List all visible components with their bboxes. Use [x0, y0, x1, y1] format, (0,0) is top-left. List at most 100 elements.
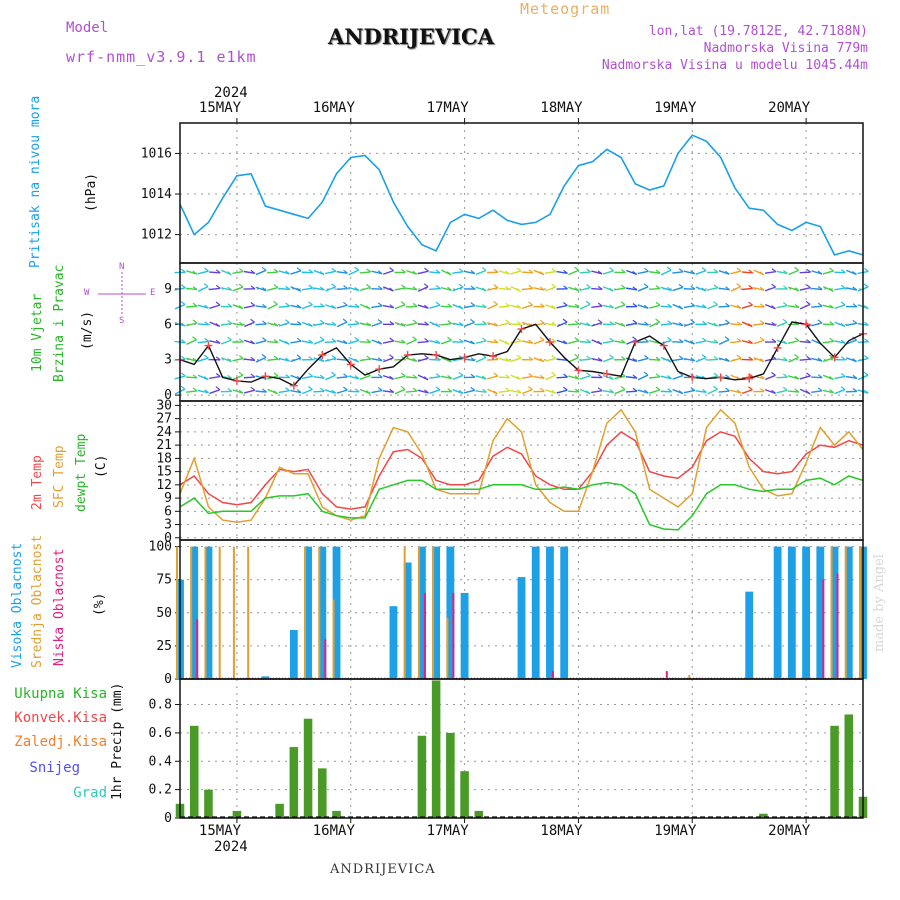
wind-arrow-head — [863, 371, 869, 376]
y-tick-label: 0 — [164, 672, 172, 687]
wind-arrow — [683, 389, 695, 394]
wind-arrow — [591, 270, 603, 275]
wind-arrow-head — [192, 302, 198, 307]
high-cloud-bar — [261, 676, 270, 679]
wind-arrow — [463, 389, 475, 394]
wind-arrow — [383, 357, 394, 363]
wind-arrow-head — [563, 285, 568, 290]
wind-arrow-head — [215, 269, 221, 274]
wind-arrow-head — [296, 337, 302, 342]
wind-arrow — [324, 341, 337, 344]
wind-arrow-head — [458, 371, 464, 376]
wind-arrow-head — [597, 270, 603, 275]
wind-arrow-head — [528, 372, 534, 377]
wind-arrow-head — [296, 304, 302, 309]
wind-arrow-head — [736, 354, 742, 359]
wind-arrow-head — [586, 284, 591, 289]
wind-arrow-head — [470, 318, 475, 323]
day-label-top: 20MAY — [768, 100, 811, 116]
wind-arrow-head — [759, 374, 765, 379]
wind-arrow-head — [493, 322, 499, 327]
wind-arrow — [521, 375, 533, 380]
wind-arrow — [706, 340, 719, 344]
wind-arrow-head — [181, 355, 186, 360]
wind-arrow-head — [713, 301, 718, 306]
wind-arrow — [730, 357, 742, 362]
wind-arrow-head — [864, 267, 869, 272]
wind-arrow — [417, 357, 429, 362]
wind-arrow-head — [516, 304, 522, 309]
day-label-bottom: 16MAY — [312, 823, 355, 839]
wind-arrow-head — [840, 322, 846, 327]
wind-arrow-head — [620, 301, 626, 306]
wind-arrow-head — [377, 387, 383, 392]
wind-arrow-head — [840, 356, 846, 361]
wind-arrow-head — [447, 286, 452, 291]
wind-arrow-head — [678, 283, 684, 288]
wind-arrow — [637, 374, 649, 381]
wind-arrow — [579, 271, 591, 274]
wind-arrow — [406, 322, 418, 327]
wind-arrow-head — [284, 340, 290, 345]
wind-arrow — [521, 271, 533, 274]
wind-arrow-head — [424, 304, 429, 309]
wind-arrow-head — [632, 374, 638, 379]
wind-arrow-head — [609, 389, 615, 393]
wind-arrow — [683, 358, 695, 362]
wind-arrow-head — [366, 322, 371, 327]
day-label-top: 15MAY — [198, 100, 242, 116]
wind-arrow-head — [805, 300, 811, 305]
wind-arrow-head — [181, 339, 186, 344]
wind-arrow-head — [180, 322, 186, 327]
wind-arrow — [556, 339, 568, 345]
wind-arrow-head — [505, 302, 510, 307]
wind-arrow-head — [667, 286, 672, 291]
wind-arrow-head — [331, 371, 336, 376]
wind-arrow — [336, 376, 348, 379]
wind-arrow — [209, 389, 221, 395]
wind-arrow-head — [331, 267, 337, 272]
wind-arrow — [649, 358, 661, 361]
low-cloud-bar — [452, 592, 455, 679]
wind-arrow — [440, 305, 452, 308]
wind-arrow-head — [702, 320, 707, 325]
wind-arrow-head — [458, 338, 464, 343]
wind-arrow-head — [447, 388, 453, 393]
wind-arrow-head — [470, 285, 476, 290]
wind-arrow-head — [262, 303, 267, 308]
wind-arrow — [498, 390, 510, 393]
wind-arrow — [429, 271, 441, 274]
wind-arrow-head — [597, 302, 603, 307]
precip-bar — [844, 714, 854, 818]
wind-arrow — [324, 322, 337, 326]
wind-arrow-head — [505, 270, 510, 275]
wind-arrow-head — [412, 302, 418, 307]
wind-arrow-head — [227, 387, 233, 392]
wind-arrow — [591, 357, 603, 362]
wind-arrow-head — [354, 303, 360, 308]
wind-arrow-head — [609, 287, 614, 292]
wind-arrow-head — [643, 389, 649, 394]
y-tick-label: 25 — [156, 639, 172, 654]
wind-arrow — [290, 389, 302, 394]
compass-s: S — [119, 316, 125, 326]
wind-arrow — [591, 287, 603, 291]
wind-arrow-head — [238, 389, 244, 394]
wind-arrow — [255, 305, 267, 309]
mid-cloud-bar — [190, 546, 193, 679]
wind-arrow — [776, 358, 788, 362]
wind-arrow-head — [852, 286, 858, 291]
precip-legend-snow: Snijeg — [29, 760, 80, 776]
wind-arrow — [336, 304, 348, 309]
wind-arrow-head — [783, 373, 788, 378]
wind-arrow — [741, 287, 753, 291]
wind-arrow-head — [331, 321, 337, 326]
wind-arrow — [822, 357, 834, 363]
wind-arrow-head — [701, 267, 707, 272]
wind-arrow-head — [377, 373, 383, 378]
wind-arrow — [301, 388, 313, 395]
wind-arrow — [602, 304, 614, 309]
wind-arrow — [336, 339, 348, 345]
wind-arrow — [267, 358, 279, 362]
high-cloud-bar — [517, 577, 526, 679]
